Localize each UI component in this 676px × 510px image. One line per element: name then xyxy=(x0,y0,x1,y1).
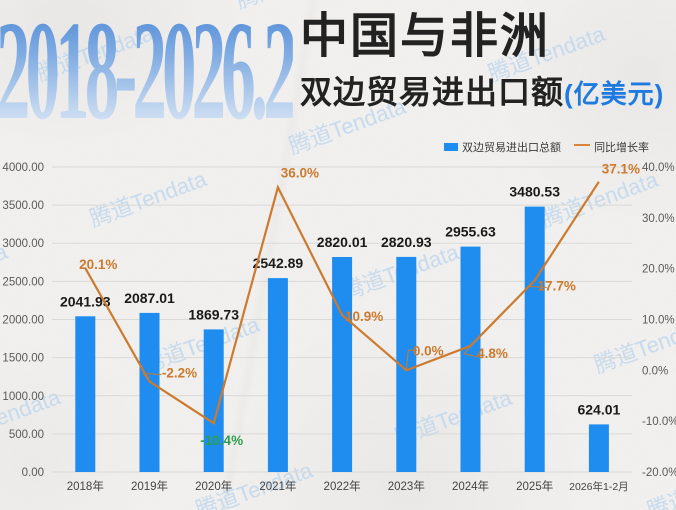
svg-text:2020年: 2020年 xyxy=(195,479,232,493)
svg-text:2022年: 2022年 xyxy=(324,479,361,493)
svg-text:2955.63: 2955.63 xyxy=(445,224,496,240)
svg-text:2024年: 2024年 xyxy=(452,479,489,493)
svg-text:10.0%: 10.0% xyxy=(642,315,675,327)
svg-text:2019年: 2019年 xyxy=(131,479,168,493)
svg-text:-2.2%: -2.2% xyxy=(162,366,197,381)
svg-text:3500.00: 3500.00 xyxy=(2,200,44,212)
svg-text:-10.0%: -10.0% xyxy=(642,416,676,428)
svg-text:37.1%: 37.1% xyxy=(602,162,640,177)
svg-text:4000.00: 4000.00 xyxy=(2,162,44,174)
svg-text:624.01: 624.01 xyxy=(577,401,620,417)
svg-text:2500.00: 2500.00 xyxy=(2,276,44,288)
svg-text:2000.00: 2000.00 xyxy=(2,315,44,327)
svg-text:3480.53: 3480.53 xyxy=(509,184,560,200)
svg-text:36.0%: 36.0% xyxy=(281,165,319,180)
svg-text:4.8%: 4.8% xyxy=(477,346,508,361)
svg-text:500.00: 500.00 xyxy=(9,429,44,441)
svg-text:30.0%: 30.0% xyxy=(642,213,675,225)
svg-text:0.00: 0.00 xyxy=(22,467,44,479)
svg-text:1000.00: 1000.00 xyxy=(2,391,44,403)
svg-text:2023年: 2023年 xyxy=(388,479,425,493)
svg-text:2021年: 2021年 xyxy=(259,479,296,493)
svg-text:0.0%: 0.0% xyxy=(642,365,668,377)
svg-text:40.0%: 40.0% xyxy=(642,162,675,174)
svg-text:2820.93: 2820.93 xyxy=(381,234,432,250)
svg-text:1869.73: 1869.73 xyxy=(188,306,239,322)
svg-text:20.1%: 20.1% xyxy=(79,257,117,272)
svg-text:3000.00: 3000.00 xyxy=(2,238,44,250)
svg-text:2025年: 2025年 xyxy=(516,479,553,493)
svg-text:0.0%: 0.0% xyxy=(413,343,444,358)
svg-text:-20.0%: -20.0% xyxy=(642,467,676,479)
svg-text:2542.89: 2542.89 xyxy=(253,255,304,271)
svg-text:10.9%: 10.9% xyxy=(345,309,383,324)
svg-text:20.0%: 20.0% xyxy=(642,264,675,276)
svg-text:2820.01: 2820.01 xyxy=(317,234,368,250)
svg-text:2018年: 2018年 xyxy=(67,479,104,493)
svg-text:17.7%: 17.7% xyxy=(538,278,576,293)
svg-text:1500.00: 1500.00 xyxy=(2,353,44,365)
svg-text:-10.4%: -10.4% xyxy=(200,433,243,448)
svg-text:2026年1-2月: 2026年1-2月 xyxy=(569,480,629,493)
svg-text:2087.01: 2087.01 xyxy=(124,290,175,306)
